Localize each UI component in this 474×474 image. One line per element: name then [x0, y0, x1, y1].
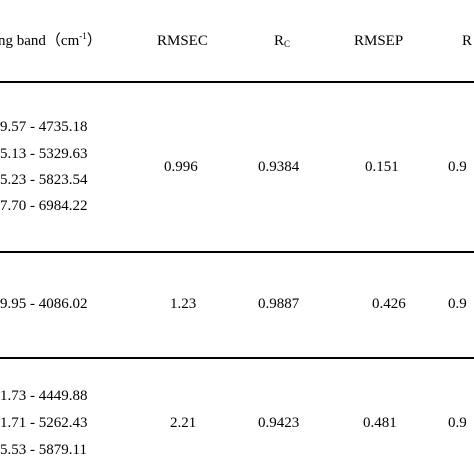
row2-rp: 0.9: [448, 296, 467, 312]
header-rp: R: [462, 33, 473, 49]
header-band-label: ng band（cm: [0, 33, 80, 49]
row2-rule: [0, 357, 474, 359]
row1-band-1: 9.57 - 4735.18: [0, 119, 88, 135]
row1-rp: 0.9: [448, 159, 467, 175]
row1-rmsep: 0.151: [365, 159, 399, 175]
row3-band-2: 1.71 - 5262.43: [0, 415, 88, 431]
row1-band-3: 5.23 - 5823.54: [0, 172, 88, 188]
row1-rmsec: 0.996: [164, 159, 198, 175]
row3-band-1: 1.73 - 4449.88: [0, 388, 88, 404]
row3-rmsep: 0.481: [363, 415, 397, 431]
row3-rp: 0.9: [448, 415, 467, 431]
row1-band-2: 5.13 - 5329.63: [0, 146, 88, 162]
row1-rc: 0.9384: [258, 159, 300, 175]
row3-rc: 0.9423: [258, 415, 300, 431]
row3-rmsec: 2.21: [170, 415, 197, 431]
row2-band-1: 9.95 - 4086.02: [0, 296, 88, 312]
header-band: ng band（cm-1）: [0, 31, 102, 49]
row1-rule: [0, 251, 474, 253]
header-band-close: ）: [86, 33, 102, 49]
header-rc: RC: [274, 34, 290, 49]
row2-rmsec: 1.23: [170, 296, 197, 312]
header-rc-main: R: [274, 33, 285, 49]
row2-rc: 0.9887: [258, 296, 300, 312]
header-rc-sub: C: [284, 39, 291, 49]
header-rmsec: RMSEC: [157, 33, 208, 49]
header-band-sup: -1: [79, 31, 87, 41]
row3-band-3: 5.53 - 5879.11: [0, 442, 87, 458]
row1-band-4: 7.70 - 6984.22: [0, 198, 88, 214]
header-rmsep: RMSEP: [354, 33, 404, 49]
header-rule: [0, 81, 474, 83]
row2-rmsep: 0.426: [372, 296, 406, 312]
